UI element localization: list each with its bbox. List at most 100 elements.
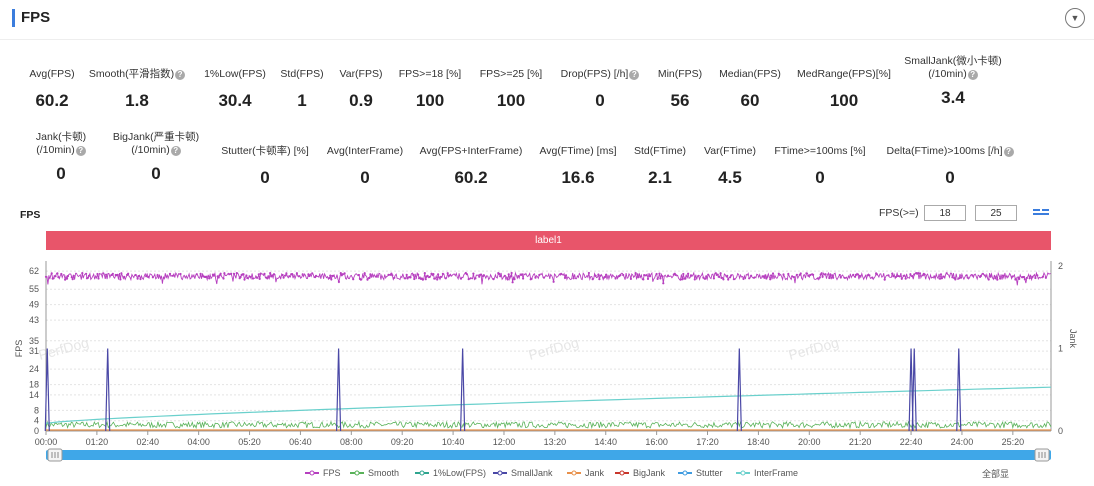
fps-point [898,275,902,278]
fps-point [50,272,53,275]
x-tick-label: 25:20 [1002,437,1025,447]
fps-point [1014,278,1017,281]
fps-point [674,273,677,276]
fps-point [552,280,555,283]
legend-label[interactable]: 1%Low(FPS) [433,468,486,478]
fps-point [720,276,723,279]
fps-point [909,273,912,276]
fps-point [363,272,366,275]
fps-point [792,276,796,279]
help-icon[interactable]: ? [967,70,978,80]
help-icon[interactable]: ? [629,70,640,80]
fps-point [297,275,300,278]
fps-point [387,273,390,276]
legend-toggle-icon[interactable] [1032,208,1050,218]
metric-std-fps: Std(FPS) 1 [232,68,372,111]
fps-point [438,276,441,279]
legend-label[interactable]: FPS [323,468,341,478]
fps-point [391,274,394,277]
x-tick-label: 21:20 [849,437,872,447]
header-accent-bar [12,9,15,27]
fps-point [667,274,670,277]
fps-point [821,275,824,278]
fps-point [945,272,948,275]
zoom-reset-label[interactable]: 全部显 [982,468,1009,479]
y-axis-label-left: FPS [14,340,24,358]
metric-value: 60 [740,91,760,110]
fps-point [52,277,55,280]
metric-value: 4.5 [718,168,742,187]
fps-point [940,277,944,280]
fps-point [469,277,472,280]
metric-label: Jank(卡顿) [35,131,87,143]
fps-threshold-input-2[interactable] [975,205,1017,221]
metric-stutter: Stutter(卡顿率) [%] 0 [195,145,335,188]
fps-point [892,275,895,278]
fps-point [282,276,285,279]
fps-threshold-label: FPS(>=) [879,207,919,219]
help-icon[interactable]: ? [175,70,186,80]
fps-point [965,274,968,277]
fps-threshold-input-1[interactable] [924,205,966,221]
fps-point [726,274,729,277]
help-icon[interactable]: ? [170,146,181,156]
help-icon[interactable]: ? [1003,147,1014,157]
fps-point [866,274,869,277]
fps-point [168,272,172,275]
fps-point [742,277,745,280]
fps-point [923,273,926,276]
fps-point [426,274,429,277]
fps-point [119,278,122,281]
metric-value: 100 [829,91,859,110]
smalljank-spike [911,348,917,432]
legend-marker [354,470,360,476]
fps-point [634,272,637,275]
metric-bigjank: BigJank(严重卡顿) (/10min)? 0 [86,131,226,184]
x-tick-label: 12:00 [493,437,516,447]
fps-point [217,276,220,279]
chevron-down-icon[interactable]: ▼ [1065,8,1085,28]
metric-smooth: Smooth(平滑指数)? 1.8 [67,68,207,111]
fps-point [820,272,823,275]
zoom-scrollbar[interactable] [46,450,1051,460]
fps-point [648,275,652,278]
metric-ftime-100ms: FTime>=100ms [%] 0 [750,145,890,188]
fps-point [900,277,903,280]
legend-label[interactable]: SmallJank [511,468,553,478]
fps-point [829,273,832,276]
fps-point [605,273,608,276]
metric-1-low-fps: 1%Low(FPS) 30.4 [165,68,305,111]
metric-value: 100 [496,91,526,110]
fps-point [875,273,879,276]
x-tick-label: 22:40 [900,437,923,447]
fps-point [222,277,225,280]
fps-point [1028,277,1031,280]
metric-label: FPS>=18 [%] [398,68,462,80]
fps-point [232,272,236,275]
metric-value: 60.2 [35,91,69,110]
fps-point [693,278,696,281]
fps-point [413,277,416,281]
fps-point [938,277,942,280]
legend-label[interactable]: Jank [585,468,605,478]
fps-point [223,272,226,275]
fps-point [1018,277,1021,280]
label-bar[interactable]: label1 [46,231,1051,250]
x-tick-label: 09:20 [391,437,414,447]
fps-point [629,277,633,280]
fps-point [441,272,444,275]
help-icon[interactable]: ? [75,146,86,156]
fps-point [587,271,591,275]
legend-label[interactable]: BigJank [633,468,666,478]
legend-label[interactable]: InterFrame [754,468,798,478]
metric-value: 1.8 [125,91,149,110]
fps-point [838,273,841,277]
watermark-text: PerfDog [787,334,841,363]
legend-label[interactable]: Stutter [696,468,723,478]
fps-point [81,272,84,275]
metric-label-unit: (/10min)? [0,144,131,157]
metric-label: Avg(FPS) [29,68,75,80]
legend-label[interactable]: Smooth [368,468,399,478]
x-tick-label: 17:20 [696,437,719,447]
fps-point [403,277,406,280]
